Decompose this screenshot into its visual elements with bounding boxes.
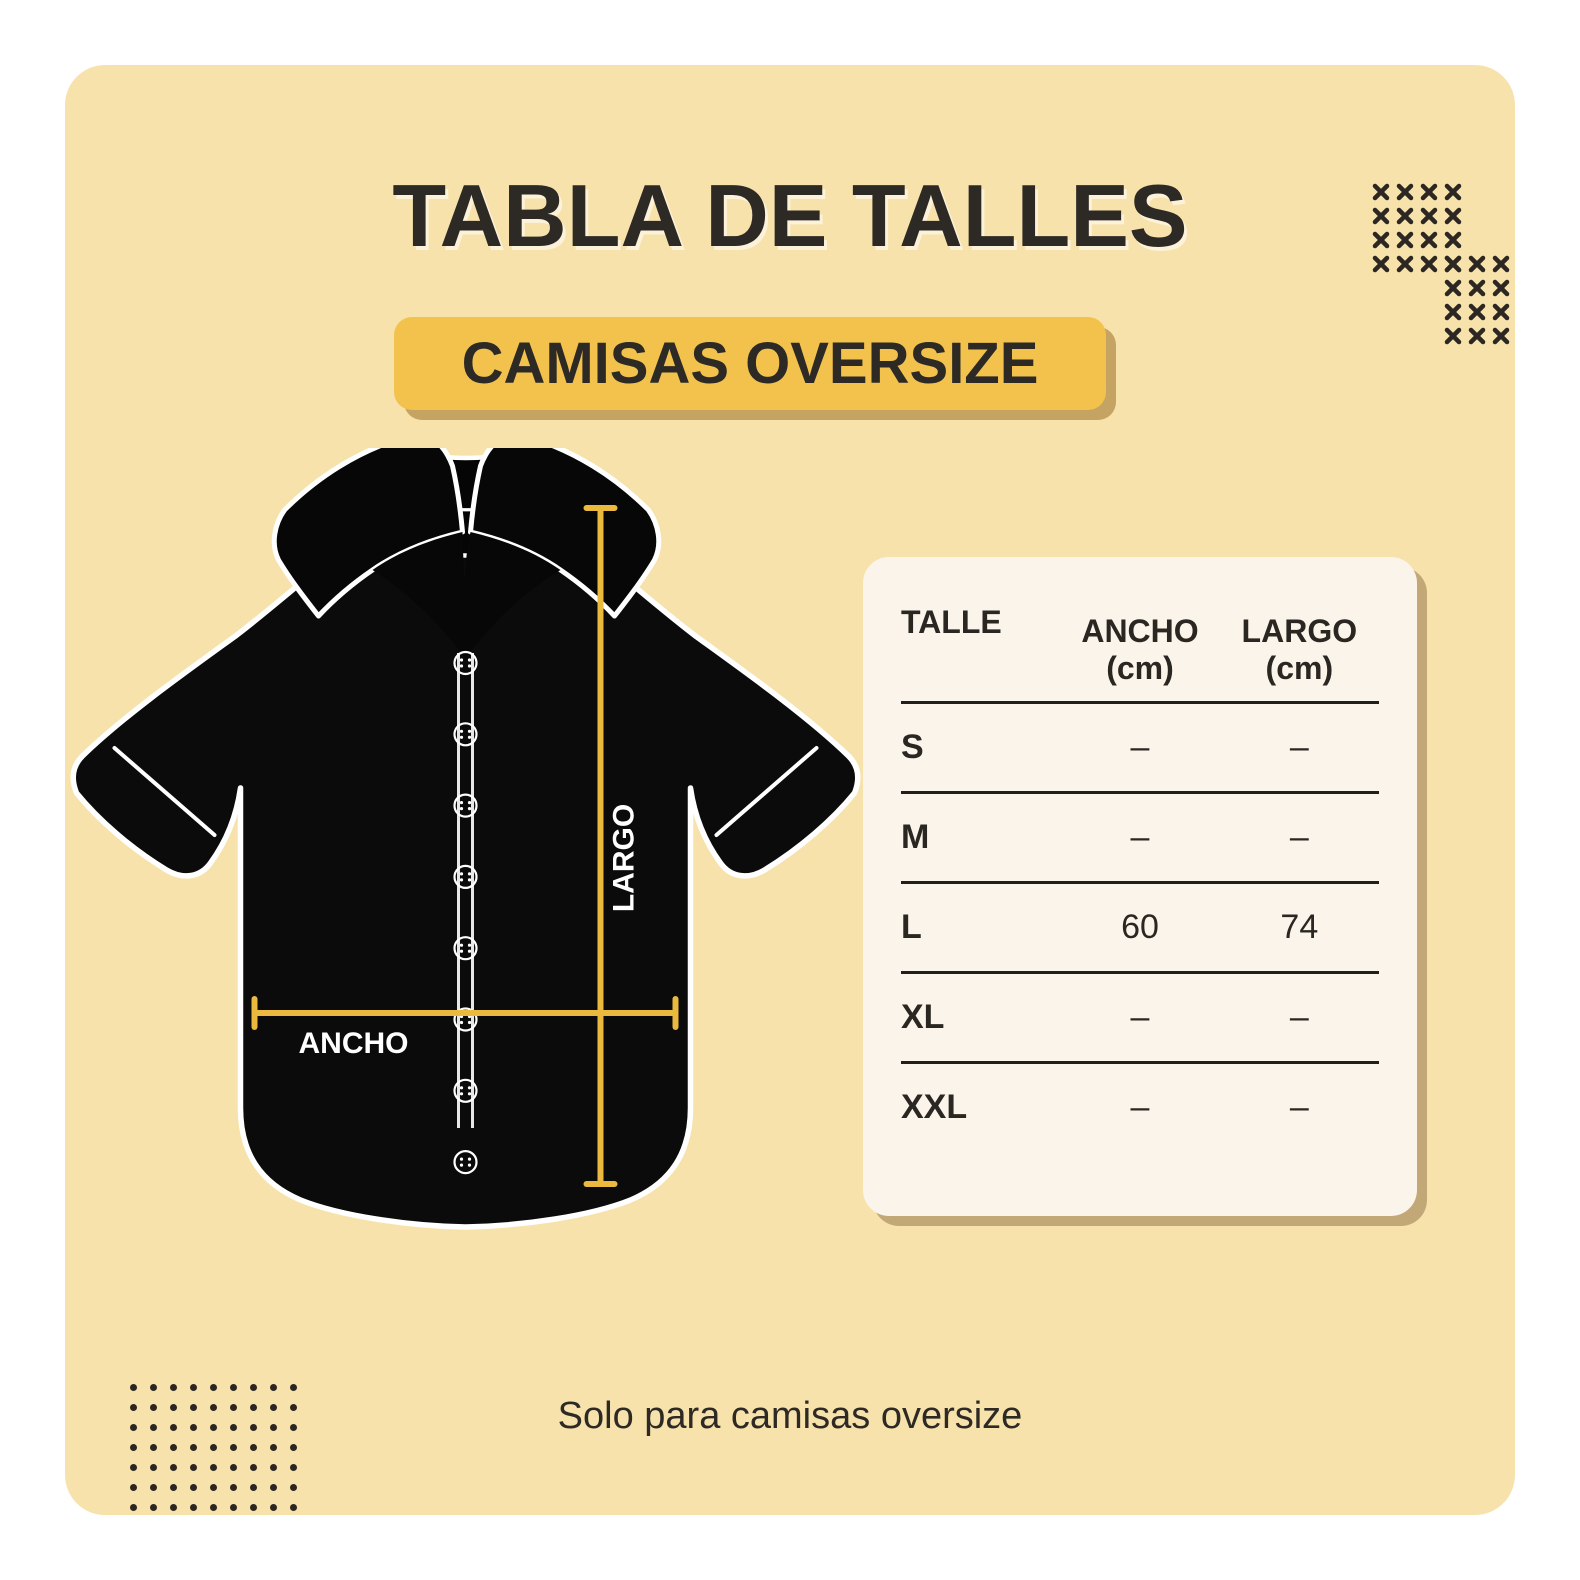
svg-text:LARGO: LARGO — [608, 804, 641, 912]
svg-text:ANCHO: ANCHO — [299, 1027, 409, 1060]
